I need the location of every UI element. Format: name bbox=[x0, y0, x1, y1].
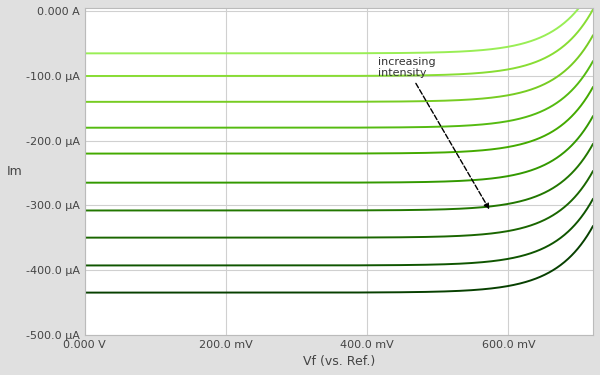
X-axis label: Vf (vs. Ref.): Vf (vs. Ref.) bbox=[303, 355, 375, 368]
Y-axis label: Im: Im bbox=[7, 165, 23, 178]
Text: increasing
intensity: increasing intensity bbox=[378, 57, 488, 208]
